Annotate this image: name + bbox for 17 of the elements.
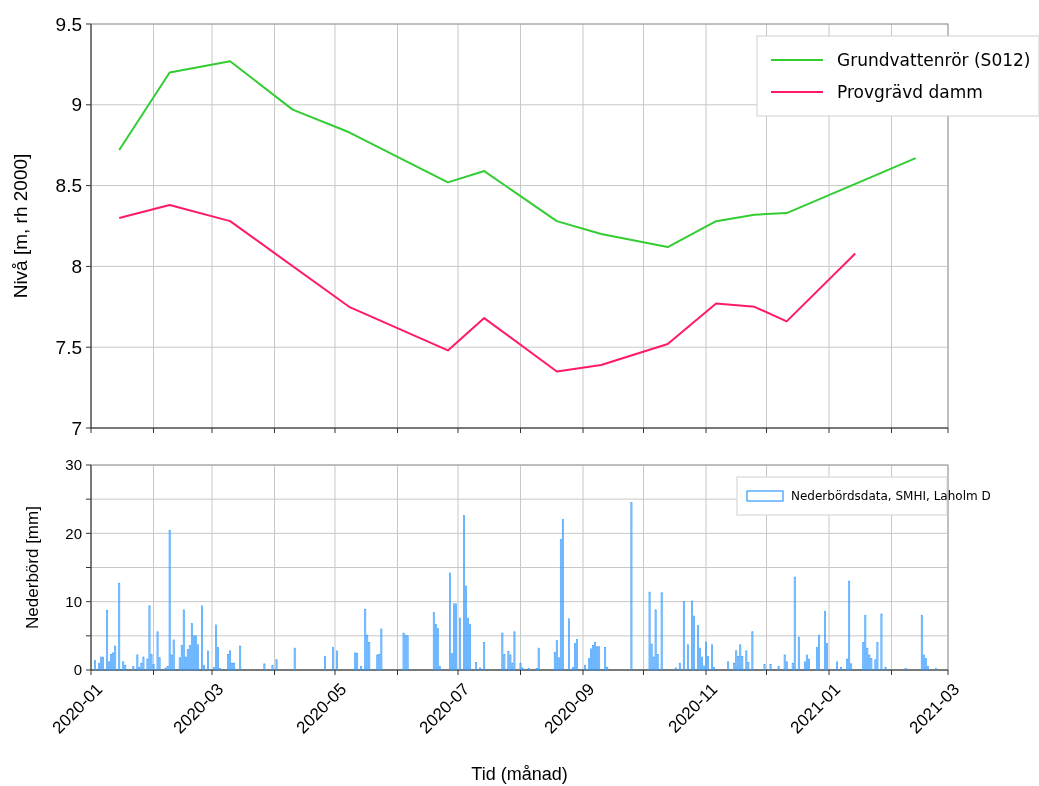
y-tick-label: 9.5 xyxy=(55,13,82,35)
y-tick-label: 7 xyxy=(71,417,82,439)
y-axis-title: Nivå [m, rh 2000] xyxy=(10,153,31,299)
y-tick-label: 8.5 xyxy=(55,175,82,197)
y-tick-label: 20 xyxy=(65,524,82,542)
legend-label: Nederbördsdata, SMHI, Laholm D xyxy=(791,489,991,504)
y-tick-label: 30 xyxy=(65,456,82,474)
y-tick-label: 9 xyxy=(71,94,82,116)
legend-label: Grundvattenrör (S012) xyxy=(837,49,1031,70)
y-axis-title: Nederbörd [mm] xyxy=(23,506,42,629)
legend-label: Provgrävd damm xyxy=(837,81,983,102)
x-axis-title: Tid (månad) xyxy=(471,764,568,784)
y-tick-label: 8 xyxy=(71,256,82,278)
line-series xyxy=(118,203,857,373)
y-tick-label: 0 xyxy=(73,661,82,679)
y-tick-label: 7.5 xyxy=(55,336,82,358)
y-tick-label: 10 xyxy=(65,592,82,610)
